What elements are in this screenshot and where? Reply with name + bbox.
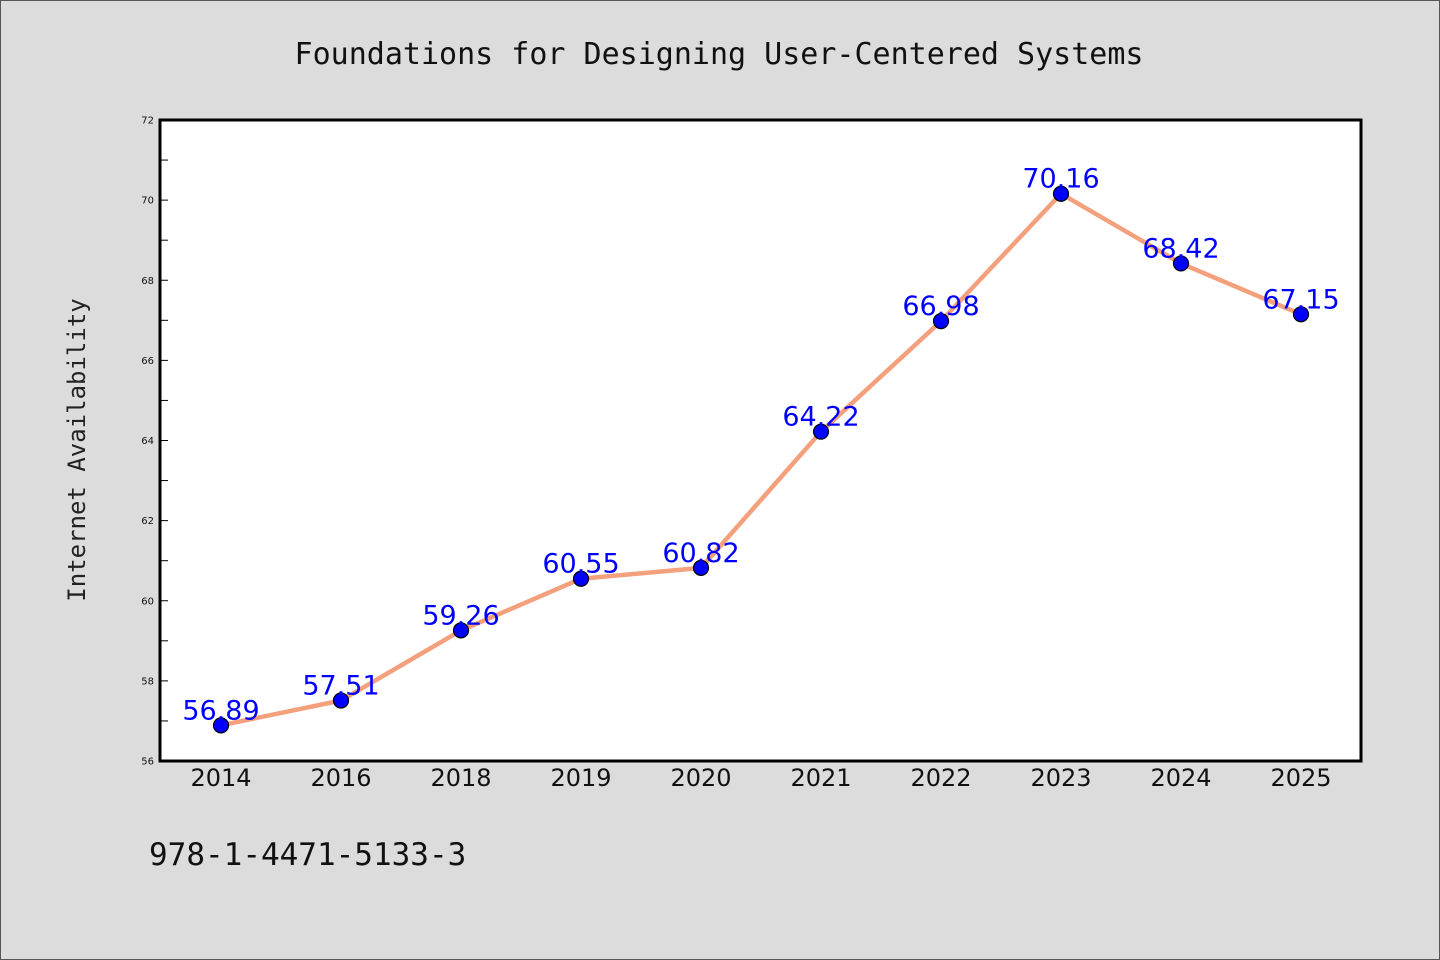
- y-axis-label: Internet Availability: [63, 298, 91, 601]
- data-label: 59.26: [422, 600, 499, 631]
- y-tick-label: 66: [141, 356, 154, 367]
- y-tick-label: 62: [141, 516, 154, 527]
- data-labels: 56.89 57.51 59.26 60.55 60.82 64.22 66.98 70.16…: [182, 164, 1339, 727]
- data-point: [332, 692, 350, 709]
- y-tick-label: 68: [141, 276, 154, 287]
- x-tick-label: 2016: [310, 764, 371, 792]
- y-tick-label: 58: [141, 676, 154, 687]
- y-tick-label: 70: [141, 196, 154, 207]
- data-point: [932, 313, 950, 330]
- x-tick-label: 2014: [190, 764, 251, 792]
- y-tick-label: 56: [141, 757, 154, 768]
- x-axis-ticks: 2014 2016 2018 2019 2020 2021 2022 2023 2024 2025: [190, 764, 1331, 792]
- data-point: [1292, 306, 1310, 323]
- chart-title: Foundations for Designing User-Centered …: [295, 37, 1144, 72]
- data-label: 68.42: [1142, 233, 1219, 264]
- x-tick-label: 2018: [430, 764, 491, 792]
- y-tick-label: 72: [141, 116, 154, 127]
- data-label: 66.98: [902, 291, 979, 322]
- data-point: [212, 717, 230, 734]
- data-point: [812, 423, 830, 440]
- y-tick-label: 60: [141, 596, 154, 607]
- data-label: 56.89: [182, 695, 259, 726]
- y-axis-ticks: 56 58 60 62 64 66 68 70 72: [141, 116, 168, 768]
- data-point: [1052, 185, 1070, 202]
- data-point: [452, 622, 470, 639]
- data-label: 57.51: [302, 671, 379, 702]
- x-tick-label: 2019: [550, 764, 611, 792]
- x-tick-label: 2023: [1030, 764, 1091, 792]
- plot-area: [158, 118, 1363, 763]
- data-label: 67.15: [1262, 284, 1339, 315]
- data-label: 70.16: [1022, 164, 1099, 195]
- y-tick-label: 64: [141, 436, 154, 447]
- data-label: 60.55: [542, 549, 619, 580]
- x-tick-label: 2024: [1150, 764, 1211, 792]
- x-tick-label: 2021: [790, 764, 851, 792]
- x-tick-label: 2025: [1270, 764, 1331, 792]
- data-label: 60.82: [662, 538, 739, 569]
- footer-code: 978-1-4471-5133-3: [149, 837, 466, 873]
- x-tick-label: 2022: [910, 764, 971, 792]
- data-label: 64.22: [782, 402, 859, 433]
- data-point: [1172, 255, 1190, 272]
- series-line: [218, 191, 1304, 728]
- x-tick-label: 2020: [670, 764, 731, 792]
- data-point: [572, 570, 590, 587]
- series-layer: [212, 185, 1310, 734]
- data-point: [692, 559, 710, 576]
